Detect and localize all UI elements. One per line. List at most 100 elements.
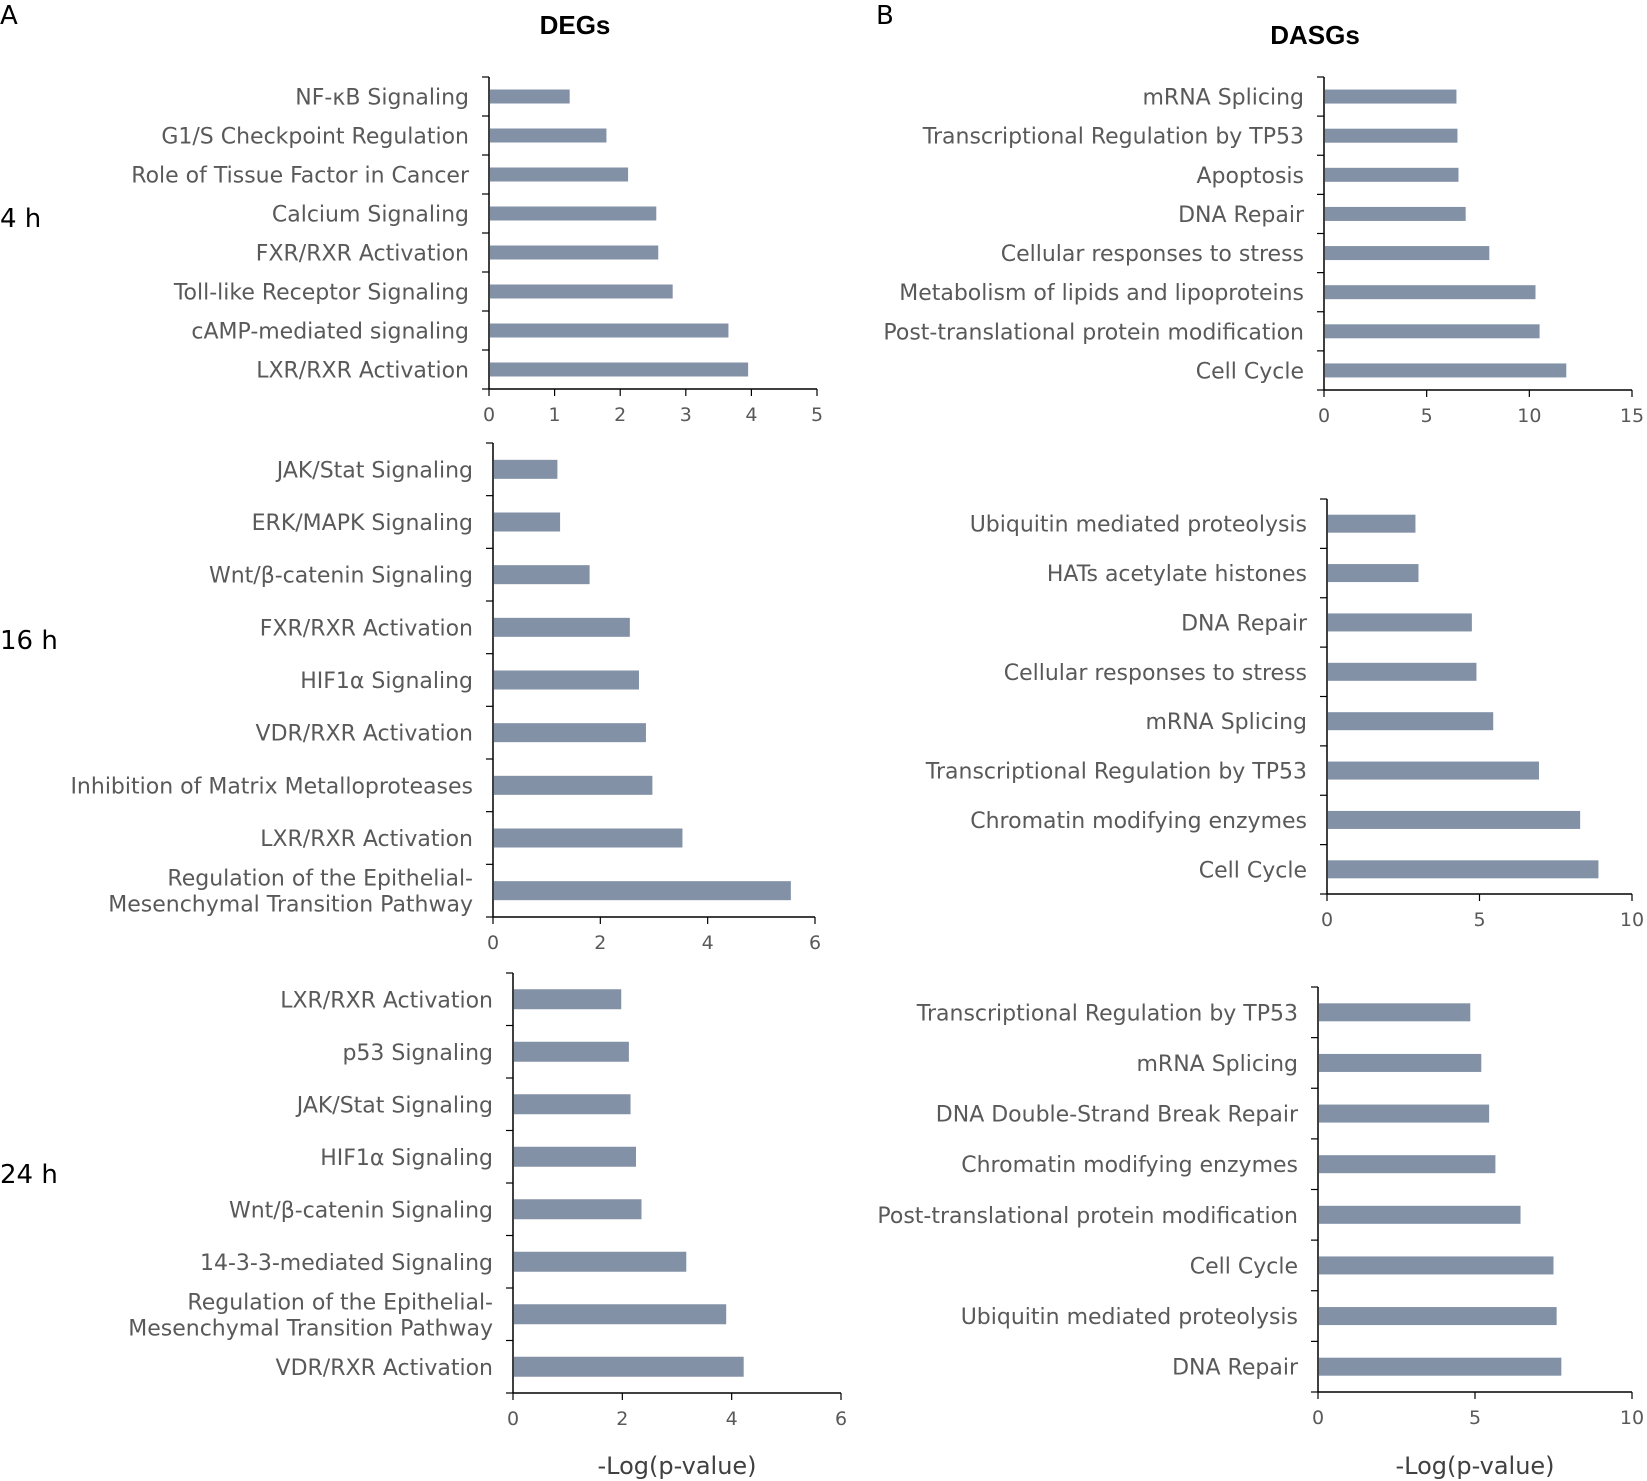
category-label-line: LXR/RXR Activation	[260, 827, 473, 852]
category-label: Toll-like Receptor Signaling	[173, 281, 469, 306]
bar	[1328, 712, 1494, 731]
category-label-line: Transcriptional Regulation by TP53	[925, 760, 1307, 785]
bar	[490, 323, 729, 338]
x-tick-label: 10	[1620, 909, 1644, 931]
bar	[1319, 1205, 1521, 1224]
category-label: Transcriptional Regulation by TP53	[922, 125, 1304, 150]
chart-b-16h: 0 5 10 Ubiquitin mediated proteolysis HATs a…	[925, 498, 1644, 931]
bar	[494, 617, 630, 637]
panel-label-a: A	[0, 1, 18, 31]
x-tick-label: 15	[1620, 405, 1644, 427]
chart-a-16h: 0 2 4 6 JAK/Stat Signaling ERK/MAPK Signaling…	[70, 442, 821, 954]
bar	[494, 459, 558, 479]
category-label: ERK/MAPK Signaling	[252, 511, 473, 536]
time-label-24h: 24 h	[0, 1160, 58, 1190]
panel-label-b: B	[876, 1, 894, 31]
category-label: 14-3-3-mediated Signaling	[200, 1251, 493, 1276]
category-label: Regulation of the Epithelial-Mesenchymal…	[108, 867, 473, 918]
category-label: Wnt/β-catenin Signaling	[229, 1198, 493, 1223]
bar	[1328, 860, 1599, 879]
chart-b-4h: 0 5 10 15 mRNA Splicing Transcriptional Regul…	[883, 76, 1644, 427]
bar	[490, 362, 749, 377]
category-label-line: HIF1α Signaling	[320, 1146, 493, 1171]
category-label: cAMP-mediated signaling	[191, 320, 469, 345]
x-tick-label: 0	[483, 404, 495, 426]
time-label-4h: 4 h	[0, 204, 41, 234]
bar	[514, 1199, 642, 1220]
bar	[1319, 1256, 1554, 1275]
category-label: FXR/RXR Activation	[256, 242, 469, 267]
x-tick-label: 2	[594, 932, 606, 954]
category-label: NF-κB Signaling	[295, 86, 469, 111]
bar	[494, 670, 639, 690]
category-label: p53 Signaling	[342, 1041, 493, 1066]
category-label-line: Cell Cycle	[1190, 1254, 1298, 1279]
x-tick-label: 4	[745, 404, 757, 426]
category-label: Cell Cycle	[1199, 858, 1307, 883]
bar	[514, 1094, 631, 1115]
bar	[514, 989, 622, 1010]
category-label: Chromatin modifying enzymes	[970, 809, 1307, 834]
category-label-line: DNA Double-Strand Break Repair	[936, 1103, 1299, 1128]
category-label: mRNA Splicing	[1146, 710, 1308, 735]
category-label: mRNA Splicing	[1137, 1052, 1299, 1077]
category-label-line: Regulation of the Epithelial-	[167, 867, 473, 892]
x-axis-title: -Log(p-value)	[1395, 1452, 1554, 1480]
bar	[1319, 1307, 1557, 1326]
category-label: JAK/Stat Signaling	[295, 1093, 493, 1118]
bar	[494, 775, 653, 795]
category-label-line: Apoptosis	[1196, 164, 1304, 189]
category-label-line: mRNA Splicing	[1143, 86, 1305, 111]
category-label-line: Toll-like Receptor Signaling	[173, 281, 469, 306]
category-label-line: Cell Cycle	[1196, 359, 1304, 384]
bar	[1328, 514, 1416, 533]
bar	[514, 1356, 744, 1377]
category-label-line: Transcriptional Regulation by TP53	[916, 1001, 1298, 1026]
bar	[1319, 1357, 1562, 1376]
bar	[1325, 128, 1458, 143]
bar	[1325, 89, 1457, 104]
category-label-line: NF-κB Signaling	[295, 86, 469, 111]
chart-a-24h: 0 2 4 6 LXR/RXR Activation p53 Signaling JAK/S…	[128, 972, 847, 1480]
category-label: Cell Cycle	[1190, 1254, 1298, 1279]
bar	[514, 1041, 629, 1062]
category-label: LXR/RXR Activation	[256, 359, 469, 384]
category-label: Post-translational protein modification	[883, 320, 1304, 345]
x-tick-label: 3	[680, 404, 692, 426]
bar	[490, 128, 607, 143]
category-label-line: DNA Repair	[1172, 1356, 1299, 1381]
x-tick-label: 4	[702, 932, 714, 954]
bar	[1319, 1003, 1471, 1022]
category-label-line: Wnt/β-catenin Signaling	[229, 1198, 493, 1223]
category-label: Inhibition of Matrix Metalloproteases	[70, 774, 473, 799]
category-label: Cellular responses to stress	[1001, 242, 1304, 267]
x-tick-label: 2	[614, 404, 626, 426]
category-label-line: ERK/MAPK Signaling	[252, 511, 473, 536]
category-label-line: mRNA Splicing	[1146, 710, 1308, 735]
bar	[514, 1251, 687, 1272]
x-tick-label: 0	[1318, 405, 1330, 427]
category-label-line: HATs acetylate histones	[1047, 562, 1307, 587]
category-label-line: Mesenchymal Transition Pathway	[128, 1316, 493, 1341]
x-tick-label: 0	[1312, 1407, 1324, 1429]
bar	[514, 1146, 636, 1167]
time-label-16h: 16 h	[0, 626, 58, 656]
bar	[1319, 1104, 1490, 1123]
category-label-line: G1/S Checkpoint Regulation	[161, 125, 469, 150]
bar	[494, 512, 561, 532]
category-label-line: Mesenchymal Transition Pathway	[108, 893, 473, 918]
x-tick-label: 6	[835, 1408, 847, 1430]
category-label-line: Post-translational protein modification	[877, 1204, 1298, 1229]
category-label: Post-translational protein modification	[877, 1204, 1298, 1229]
category-label: HATs acetylate histones	[1047, 562, 1307, 587]
category-label: HIF1α Signaling	[300, 669, 473, 694]
category-label-line: Metabolism of lipids and lipoproteins	[899, 281, 1304, 306]
category-label: Cell Cycle	[1196, 359, 1304, 384]
category-label-line: Calcium Signaling	[272, 203, 469, 228]
category-label-line: p53 Signaling	[342, 1041, 493, 1066]
bar	[490, 245, 659, 260]
category-label-line: Chromatin modifying enzymes	[961, 1153, 1298, 1178]
column-title-degs: DEGs	[540, 10, 611, 40]
x-tick-label: 5	[1469, 1407, 1481, 1429]
category-label: DNA Repair	[1181, 611, 1308, 636]
